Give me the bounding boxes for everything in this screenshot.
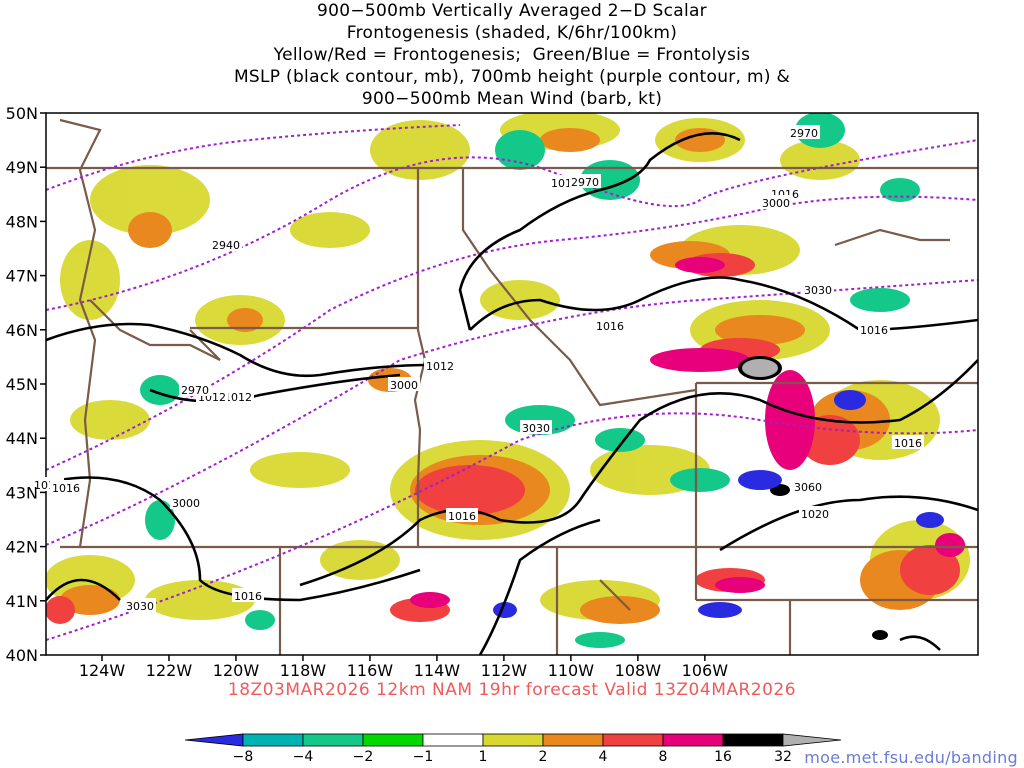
colorbar-swatch [542,733,604,747]
height-label-bg [760,195,792,209]
colorbar-label: −4 [293,749,314,765]
height-label: 3030 [804,284,832,297]
mslp-label: 1012 [224,391,252,404]
mslp-label-bg [222,389,254,403]
colorbar-swatch [242,733,304,747]
lat-label: 47N [6,267,38,286]
colorbar-label: 32 [774,749,792,765]
mslp-label-bg [594,318,626,332]
title-line-3: Yellow/Red = Frontogenesis; Green/Blue =… [273,45,751,65]
frontogenesis-shading [46,113,970,648]
height-label: 3000 [762,197,790,210]
colorbar-label: −8 [233,749,254,765]
mslp-label-bg [232,588,264,602]
mslp-contours [46,132,978,655]
title-line-4: MSLP (black contour, mb), 700mb height (… [233,67,791,87]
title-line-1: 900−500mb Vertically Averaged 2−D Scalar [317,1,707,21]
height-label: 3060 [794,481,822,494]
lon-label: 112W [481,661,528,680]
lon-label: 116W [347,661,394,680]
height-label-bg [210,237,242,251]
colorbar-high-arrow [782,733,842,747]
state-boundaries [46,118,978,655]
colorbar-swatch [602,733,664,747]
colorbar-label: 8 [659,749,668,765]
mslp-label: 1016 [894,437,922,450]
lat-label: 46N [6,321,38,340]
lon-label: 122W [146,661,193,680]
height-label: 3030 [522,422,550,435]
height-label: 2970 [790,127,818,140]
mslp-label-bg [892,435,924,449]
height-label: 2970 [571,176,599,189]
colorbar-swatch [362,733,424,747]
lat-label: 40N [6,646,38,665]
height-label-bg [170,495,202,509]
lat-label: 44N [6,429,38,448]
colorbar-label: 16 [714,749,732,765]
height-contours [46,124,978,641]
colorbar-label: 2 [539,749,548,765]
lat-label: 41N [6,592,38,611]
height-label-bg [802,282,834,296]
height-label: 3030 [126,600,154,613]
height-label-bg [179,382,211,396]
colorbar-label: 1 [479,749,488,765]
height-label-bg [520,420,552,434]
mslp-label: 1012 [426,360,454,373]
lon-label: 108W [615,661,662,680]
height-label-bg [124,598,156,612]
colorbar-low-arrow [184,733,244,747]
colorbar-swatch [662,733,724,747]
contour-labels: 1016101210161012101210161016101610201016… [32,125,924,613]
lat-label: 45N [6,375,38,394]
mslp-label-bg [50,480,82,494]
height-label: 3000 [172,497,200,510]
mslp-label: 1016 [596,320,624,333]
mslp-label-bg [424,358,456,372]
mslp-label: 1016 [234,590,262,603]
title-line-5: 900−500mb Mean Wind (barb, kt) [361,89,663,109]
lon-label: 114W [414,661,461,680]
colorbar-label: −1 [413,749,434,765]
mslp-label: 1020 [801,508,829,521]
latitude-labels: 50N 49N 48N 47N 46N 45N 44N 43N 42N 41N 40N [6,104,46,665]
title-line-2: Frontogenesis (shaded, K/6hr/100km) [346,23,678,43]
height-label-bg [569,174,601,188]
height-label: 3000 [390,379,418,392]
lat-label: 48N [6,212,38,231]
mslp-label: 1016 [860,324,888,337]
lon-label: 124W [79,661,126,680]
mslp-label: 1016 [52,482,80,495]
source-credit: moe.met.fsu.edu/banding [804,748,1018,767]
lon-label: 106W [682,661,729,680]
lat-label: 43N [6,483,38,502]
map-title: 900−500mb Vertically Averaged 2−D Scalar… [0,0,1024,110]
lon-label: 110W [548,661,595,680]
colorbar-swatch [422,733,484,747]
colorbar: −8 −4 −2 −1 1 2 4 8 16 32 [184,733,842,765]
lon-label: 118W [280,661,327,680]
mslp-label-bg [446,508,478,522]
colorbar-label: −2 [353,749,374,765]
mslp-label: 1016 [448,510,476,523]
height-label-bg [792,479,824,493]
lon-label: 120W [213,661,260,680]
colorbar-label: 4 [599,749,608,765]
longitude-labels: 124W 122W 120W 118W 116W 114W 112W 110W 108W 106W [79,655,728,680]
height-label: 2970 [181,384,209,397]
lat-label: 50N [6,104,38,123]
mslp-label-bg [799,506,831,520]
lat-label: 42N [6,538,38,557]
height-label-bg [788,125,820,139]
mslp-label-bg [858,322,890,336]
height-label: 2940 [212,239,240,252]
colorbar-swatch [482,733,544,747]
colorbar-swatch [722,733,784,747]
height-label-bg [388,377,420,391]
colorbar-swatch [302,733,364,747]
valid-time-line: 18Z03MAR2026 12km NAM 19hr forecast Vali… [227,680,797,700]
lat-label: 49N [6,158,38,177]
